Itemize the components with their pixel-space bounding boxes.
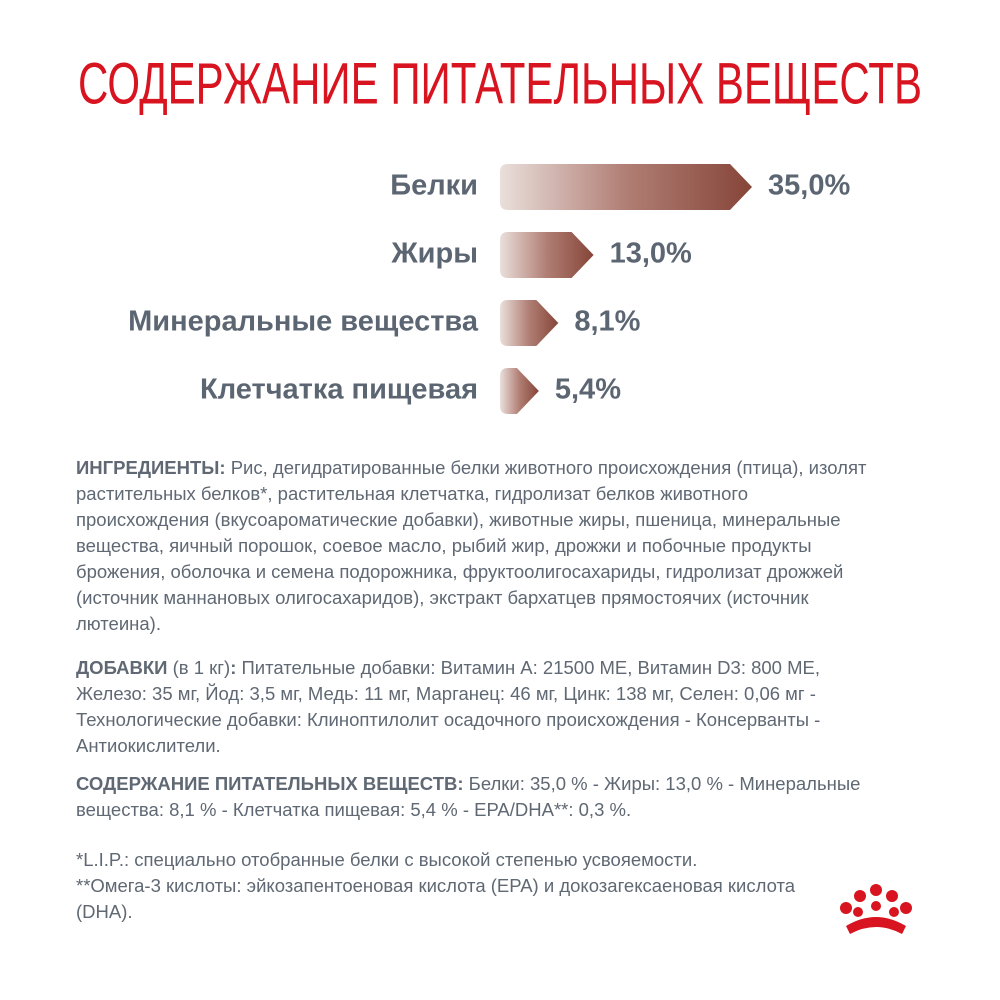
- bar: [500, 368, 539, 414]
- category-label: Клетчатка пищевая: [200, 374, 478, 406]
- additives-text: Питательные добавки: Витамин А: 21500 МЕ…: [76, 657, 821, 756]
- value-label: 35,0%: [768, 170, 850, 202]
- chart-title: СОДЕРЖАНИЕ ПИТАТЕЛЬНЫХ ВЕЩЕСТВ: [78, 51, 922, 116]
- logo: [840, 884, 912, 934]
- nutrients: СОДЕРЖАНИЕ ПИТАТЕЛЬНЫХ ВЕЩЕСТВ: Белки: 3…: [76, 771, 876, 823]
- ingredients-label: ИНГРЕДИЕНТЫ:: [76, 457, 226, 478]
- value-label: 13,0%: [610, 238, 692, 270]
- ingredients: ИНГРЕДИЕНТЫ: Рис, дегидратированные белк…: [76, 455, 876, 637]
- nutrients-label: СОДЕРЖАНИЕ ПИТАТЕЛЬНЫХ ВЕЩЕСТВ:: [76, 773, 464, 794]
- footnotes: *L.I.P.: специально отобранные белки с в…: [76, 847, 826, 925]
- footnote: *L.I.P.: специально отобранные белки с в…: [76, 849, 698, 870]
- bar: [500, 164, 752, 210]
- footnote: **Омега-3 кислоты: эйкозапентоеновая кис…: [76, 875, 796, 922]
- ingredients-text: Рис, дегидратированные белки животного п…: [76, 457, 867, 634]
- additives-colon: :: [230, 657, 237, 678]
- additives-note: (в 1 кг): [172, 657, 231, 678]
- category-label: Минеральные вещества: [128, 306, 479, 338]
- chart: СОДЕРЖАНИЕ ПИТАТЕЛЬНЫХ ВЕЩЕСТВ Белки 35,0…: [78, 51, 922, 414]
- additives-label: ДОБАВКИ: [76, 657, 168, 678]
- category-label: Жиры: [390, 238, 478, 270]
- value-label: 8,1%: [574, 306, 640, 338]
- bar: [500, 232, 594, 278]
- bar: [500, 300, 559, 346]
- additives: ДОБАВКИ (в 1 кг): Питательные добавки: В…: [76, 655, 876, 759]
- nutrients-text: Белки: 35,0 % - Жиры: 13,0 % - Минеральн…: [76, 773, 861, 820]
- value-label: 5,4%: [555, 374, 621, 406]
- category-label: Белки: [390, 170, 478, 202]
